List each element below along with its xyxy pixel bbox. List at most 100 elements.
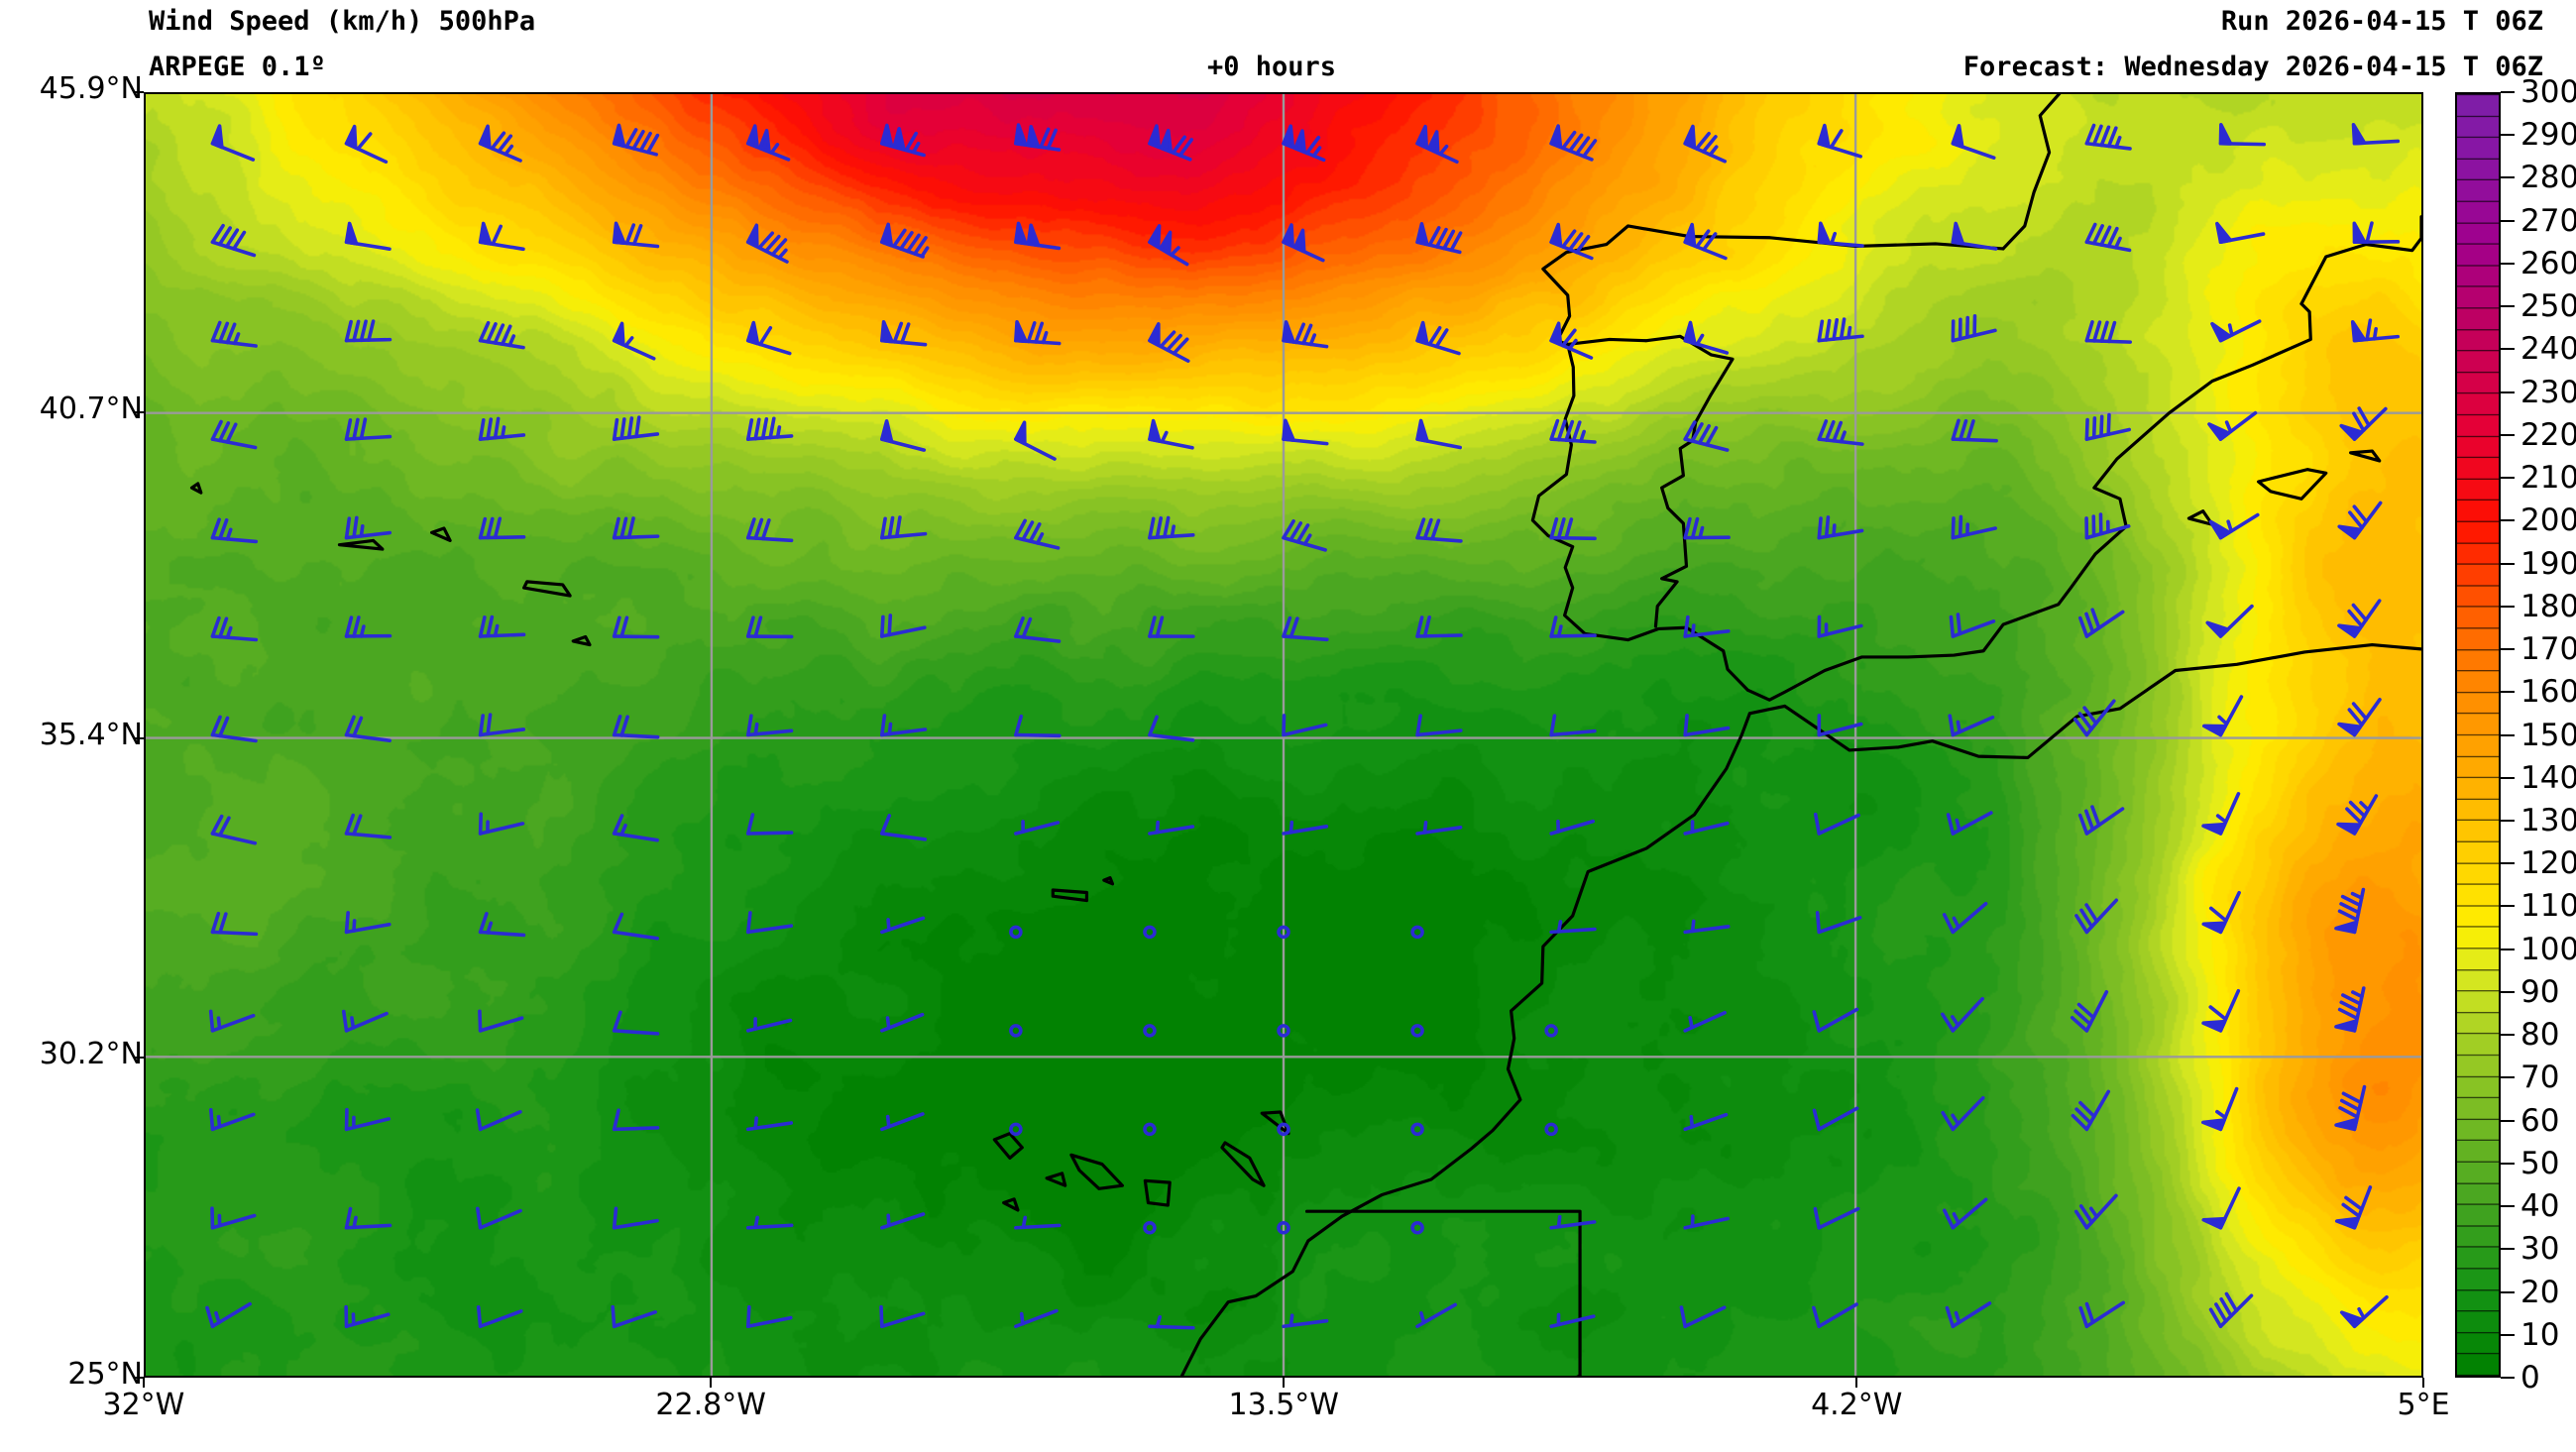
wind-barb-flag xyxy=(1683,320,1697,346)
wind-barb xyxy=(2337,599,2382,638)
wind-barb-full xyxy=(1813,1206,1822,1230)
wind-barb xyxy=(2334,1084,2367,1132)
wind-barb-full xyxy=(612,615,621,638)
wind-barb xyxy=(210,223,257,258)
wind-barb-flag xyxy=(1817,123,1831,149)
colorbar-tick xyxy=(2501,176,2515,179)
wind-barb-full xyxy=(2090,805,2101,828)
wind-barb-half xyxy=(769,143,780,155)
wind-barb xyxy=(1014,1308,1059,1329)
wind-barb-full xyxy=(486,417,494,441)
wind-barb-half xyxy=(2350,891,2364,900)
wind-barb-full xyxy=(218,716,230,738)
colorbar-tick xyxy=(2501,1333,2515,1336)
colorbar-tick-label: 200 xyxy=(2520,503,2576,539)
wind-barb-full xyxy=(2208,906,2228,923)
colorbar-tick-label: 70 xyxy=(2520,1060,2560,1096)
wind-barb xyxy=(478,812,525,836)
wind-barb-full xyxy=(634,415,641,439)
wind-barb-full xyxy=(760,518,771,541)
wind-barb-shaft xyxy=(1817,1106,1859,1132)
wind-barb-full xyxy=(1415,714,1422,737)
wind-barb-flag xyxy=(1148,224,1162,250)
wind-barb-flag xyxy=(892,127,906,152)
wind-barb-half xyxy=(504,144,514,157)
wind-barb-full xyxy=(768,416,776,440)
colorbar-tick xyxy=(2501,262,2515,265)
model-label: ARPEGE 0.1º xyxy=(149,52,326,82)
wind-barb-half xyxy=(214,1310,221,1325)
wind-barb-calm xyxy=(1009,1024,1023,1038)
wind-barb-full xyxy=(1014,518,1027,540)
wind-barb xyxy=(1410,925,1424,940)
colorbar-tick-label: 210 xyxy=(2520,460,2576,497)
wind-barb-full xyxy=(1172,337,1189,356)
wind-barb-full xyxy=(2078,615,2089,638)
wind-barb-full xyxy=(2352,411,2366,433)
wind-barb-half xyxy=(2357,1307,2366,1320)
wind-barb-full xyxy=(2341,993,2363,1006)
wind-barb-flag xyxy=(344,124,358,150)
wind-barb-shaft xyxy=(1415,728,1463,737)
wind-barb-flag xyxy=(1549,222,1563,248)
wind-barb-half xyxy=(2351,990,2364,999)
wind-barb xyxy=(880,319,928,347)
wind-barb-full xyxy=(1574,234,1591,255)
wind-barb-full xyxy=(208,1009,215,1033)
wind-barb-full xyxy=(1817,516,1823,540)
wind-barb xyxy=(745,416,794,441)
y-axis-tick xyxy=(134,91,144,93)
wind-barb-full xyxy=(341,1009,349,1033)
wind-barb xyxy=(2208,1291,2254,1329)
wind-barb xyxy=(1415,821,1463,836)
wind-barb-full xyxy=(205,1305,215,1329)
colorbar-tick xyxy=(2501,519,2515,522)
wind-barb-full xyxy=(486,516,495,540)
wind-barb-half xyxy=(2088,1206,2099,1219)
wind-barb-half xyxy=(486,921,494,935)
y-axis-tick-label: 35.4°N xyxy=(39,717,143,752)
map-plot-area[interactable] xyxy=(144,92,2423,1378)
wind-barb xyxy=(1014,123,1062,152)
y-axis-tick xyxy=(134,410,144,413)
wind-barb xyxy=(1815,911,1862,935)
colorbar-tick-label: 180 xyxy=(2520,588,2576,624)
wind-barb-full xyxy=(1422,614,1431,638)
wind-barb xyxy=(1951,514,1997,540)
wind-barb xyxy=(1549,1312,1596,1329)
wind-barb-flag xyxy=(1549,124,1563,150)
wind-barb-full xyxy=(638,131,652,153)
wind-barb xyxy=(1683,320,1730,355)
wind-barb xyxy=(1282,820,1329,836)
wind-barb-flag xyxy=(1160,128,1173,154)
colorbar-tick-label: 60 xyxy=(2520,1102,2560,1139)
wind-barb-full xyxy=(2070,1016,2089,1033)
wind-barb-full xyxy=(1415,615,1424,638)
wind-barb-half xyxy=(2215,814,2228,825)
wind-barb-half xyxy=(1419,1311,1426,1325)
wind-barb-full xyxy=(626,416,634,440)
wind-barb xyxy=(1946,811,1993,836)
wind-barb xyxy=(344,124,389,165)
wind-barb-shaft xyxy=(1817,813,1860,836)
colorbar-tick xyxy=(2501,819,2515,822)
wind-barb-flag xyxy=(2201,1019,2227,1033)
wind-barb-layer xyxy=(205,123,2401,1330)
wind-barb-full xyxy=(2077,712,2093,731)
wind-barb-calm xyxy=(1410,925,1424,940)
wind-barb-full xyxy=(1028,522,1042,543)
wind-barb xyxy=(478,320,525,350)
wind-barb-full xyxy=(1295,523,1310,544)
wind-barb xyxy=(341,1009,389,1033)
colorbar-tick xyxy=(2501,562,2515,565)
wind-barb-flag xyxy=(1026,223,1041,248)
wind-barb-half xyxy=(1695,333,1705,347)
colorbar-ticks: 0 10 20 30 40 50 60 70 80 90 100 110 120 130 140 150 160… xyxy=(2455,74,2576,1396)
wind-barb-calm xyxy=(1544,1122,1558,1137)
wind-barb-full xyxy=(624,128,638,149)
wind-barb-half xyxy=(1422,821,1428,835)
wind-barb xyxy=(205,1301,252,1329)
wind-barb-full xyxy=(913,236,928,256)
wind-barb xyxy=(1014,1215,1062,1230)
